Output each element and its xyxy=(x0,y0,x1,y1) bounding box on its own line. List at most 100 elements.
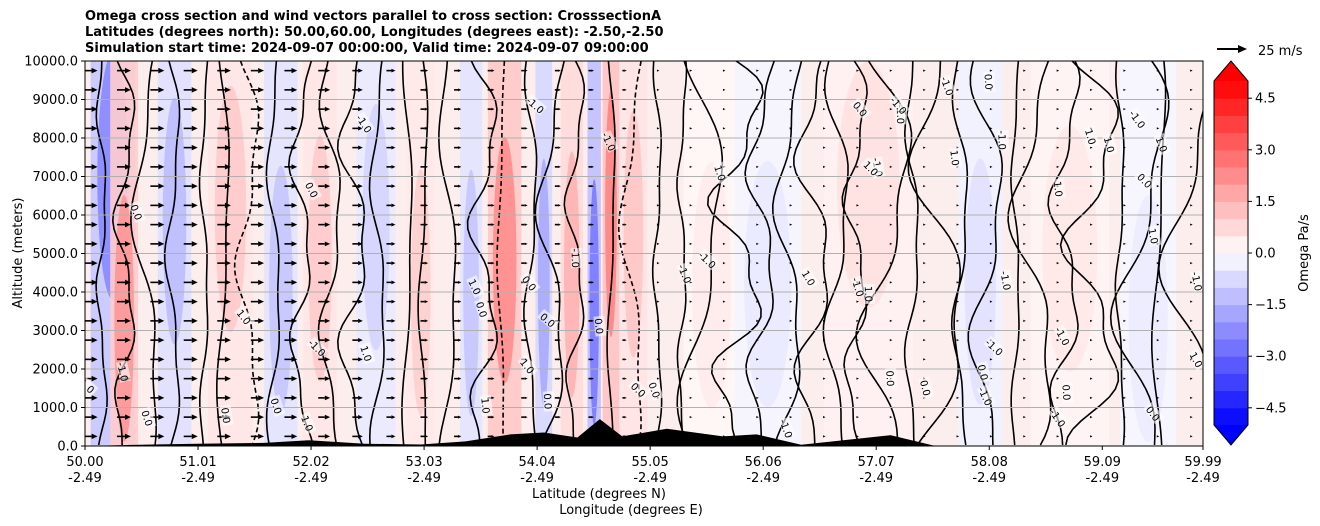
wind-vector-head-676 xyxy=(1190,127,1193,130)
wind-vector-head-674 xyxy=(1190,165,1193,168)
wind-vector-head-219 xyxy=(424,69,429,73)
wind-vector-head-30 xyxy=(124,241,131,247)
wind-vector-head-114 xyxy=(258,164,265,170)
contour-label-bg-55 xyxy=(116,360,132,383)
wind-vector-head-26 xyxy=(124,318,131,324)
wind-vector-head-410 xyxy=(756,242,759,245)
wind-vector-head-83 xyxy=(224,375,231,382)
wind-vector-head-400 xyxy=(756,435,759,438)
wind-vector-head-618 xyxy=(1090,88,1093,91)
wind-vector-head-316 xyxy=(591,127,594,130)
wind-vector-head-539 xyxy=(956,69,960,72)
wind-vector-head-260 xyxy=(524,435,528,438)
wind-vector-head-126 xyxy=(291,318,298,324)
wind-vector-head-293 xyxy=(558,184,561,188)
wind-vector-head-247 xyxy=(491,300,495,304)
wind-vector-head-376 xyxy=(689,127,693,130)
wind-vector-head-385 xyxy=(722,339,726,342)
contour-label-14: -1.0 xyxy=(569,248,580,268)
wind-vector-head-217 xyxy=(424,107,429,111)
wind-vector-head-356 xyxy=(656,127,660,130)
omega-core-16 xyxy=(744,160,792,408)
contour-label-bg-52 xyxy=(1048,406,1069,429)
wind-vector-head-34 xyxy=(124,164,131,170)
contour-label-bg-40 xyxy=(1127,107,1149,131)
contour-label-bg-39 xyxy=(1143,401,1165,425)
wind-vector-head-225 xyxy=(458,338,462,342)
wind-vector-head-393 xyxy=(722,185,726,188)
wind-vector-head-188 xyxy=(391,280,396,285)
wind-vector-head-63 xyxy=(191,375,198,382)
wind-vector-head-110 xyxy=(258,241,265,247)
wind-vector-head-269 xyxy=(524,261,528,265)
wind-vector-head-566 xyxy=(1023,319,1026,322)
wind-vector-head-529 xyxy=(956,262,960,265)
wind-vector-head-514 xyxy=(923,165,926,168)
wind-vector-head-621 xyxy=(1123,416,1126,419)
wind-vector-head-296 xyxy=(558,127,561,130)
wind-vector-head-381 xyxy=(722,416,726,419)
wind-vector-head-76 xyxy=(191,125,198,132)
wind-vector-head-460 xyxy=(856,435,859,438)
wind-vector-head-654 xyxy=(1156,165,1160,168)
wind-vector-head-496 xyxy=(889,127,893,130)
wind-vector-head-140 xyxy=(324,433,331,439)
wind-vector-head-595 xyxy=(1056,146,1060,149)
y-axis: 0.0 1000.0 2000.0 3000.0 4000.0 5000.0 6000.0 7… xyxy=(24,55,85,455)
wind-vector-head-283 xyxy=(558,377,561,380)
wind-vector-head-678 xyxy=(1190,88,1193,91)
wind-vector-head-374 xyxy=(689,165,693,168)
wind-vector-head-99 xyxy=(224,67,231,74)
wind-vector-head-267 xyxy=(524,300,528,303)
wind-vector-head-88 xyxy=(224,279,231,286)
wind-vector-head-422 xyxy=(789,396,793,399)
wind-vector-head-258 xyxy=(491,88,495,92)
wind-vector-head-96 xyxy=(224,125,231,132)
wind-vector-head-447 xyxy=(823,300,826,303)
wind-vector-head-5 xyxy=(91,337,98,343)
contour-label-bg-27 xyxy=(778,416,796,440)
wind-vector-head-670 xyxy=(1190,242,1193,245)
wind-vector-head-201 xyxy=(424,415,429,419)
colorbar-segment-4 xyxy=(1214,339,1248,357)
wind-vector-head-49 xyxy=(158,260,165,266)
wind-vector-head-291 xyxy=(558,223,561,226)
wind-vector-head-27 xyxy=(124,298,131,305)
wind-vector-head-130 xyxy=(291,241,298,247)
wind-vector-head-87 xyxy=(224,298,231,305)
wind-vector-head-582 xyxy=(1056,396,1060,399)
wind-vector-head-244 xyxy=(491,357,495,361)
quiver-key-arrowhead xyxy=(1238,45,1247,53)
wind-vector-head-237 xyxy=(458,107,462,111)
wind-vector-head-51 xyxy=(158,221,165,228)
wind-vector-head-643 xyxy=(1156,377,1160,380)
x-axis-label-lon: Longitude (degrees E) xyxy=(559,503,703,518)
wind-vector-head-509 xyxy=(923,262,926,265)
contour-label-23: 0.0 xyxy=(1059,384,1071,401)
colorbar-segment-5 xyxy=(1214,321,1248,340)
colorbar-segment-17 xyxy=(1214,115,1248,134)
wind-vector-head-118 xyxy=(258,87,265,93)
wind-vector-head-652 xyxy=(1156,204,1160,207)
wind-vector-head-416 xyxy=(756,127,759,130)
wind-vector-head-123 xyxy=(291,376,298,382)
x-tick-label-lon-8: -2.49 xyxy=(972,471,1006,486)
wind-vector-head-167 xyxy=(358,299,363,304)
wind-vector-head-174 xyxy=(358,164,363,169)
wind-vector-head-108 xyxy=(258,279,265,286)
wind-vector-head-548 xyxy=(989,281,993,284)
wind-vector-head-448 xyxy=(823,281,826,284)
x-tick-label-lat-3: 53.03 xyxy=(405,455,442,470)
wind-vector-head-601 xyxy=(1090,416,1093,419)
wind-vector-head-12 xyxy=(91,202,98,209)
wind-vector-head-648 xyxy=(1156,281,1160,284)
wind-vector-head-277 xyxy=(524,107,528,111)
wind-vector-head-486 xyxy=(889,319,893,322)
wind-vector-head-390 xyxy=(722,242,726,245)
wind-vector-head-263 xyxy=(524,377,528,380)
wind-vector-head-84 xyxy=(224,356,231,363)
omega-core-14 xyxy=(623,110,644,358)
chart-title: Omega cross section and wind vectors par… xyxy=(85,9,664,57)
wind-vector-head-366 xyxy=(689,319,693,322)
wind-vector-head-563 xyxy=(1023,377,1026,380)
